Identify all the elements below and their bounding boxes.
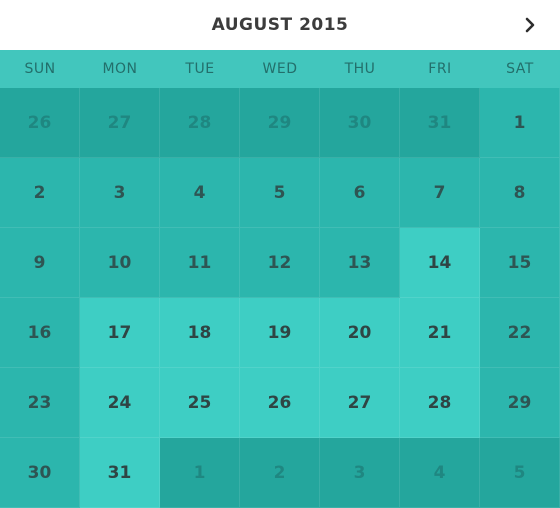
- day-cell-highlighted[interactable]: 24: [80, 368, 160, 438]
- weekday-label: THU: [344, 61, 376, 77]
- day-cell[interactable]: 15: [480, 228, 560, 298]
- weekday-header-row: SUN MON TUE WED THU FRI SAT: [0, 50, 560, 88]
- day-cell[interactable]: 16: [0, 298, 80, 368]
- day-cell[interactable]: 6: [320, 158, 400, 228]
- day-cell[interactable]: 12: [240, 228, 320, 298]
- day-cell[interactable]: 11: [160, 228, 240, 298]
- day-cell-other-month[interactable]: 31: [400, 88, 480, 158]
- weekday-label: WED: [262, 61, 298, 77]
- day-cell[interactable]: 5: [240, 158, 320, 228]
- day-cell-other-month[interactable]: 1: [160, 438, 240, 508]
- next-month-button[interactable]: [518, 13, 542, 37]
- day-cell[interactable]: 22: [480, 298, 560, 368]
- day-cell-highlighted[interactable]: 21: [400, 298, 480, 368]
- day-cell[interactable]: 23: [0, 368, 80, 438]
- weekday-label: SAT: [506, 61, 534, 77]
- day-cell-highlighted[interactable]: 27: [320, 368, 400, 438]
- day-cell-highlighted[interactable]: 26: [240, 368, 320, 438]
- day-cell[interactable]: 7: [400, 158, 480, 228]
- day-cell[interactable]: 8: [480, 158, 560, 228]
- weekday-label: MON: [102, 61, 138, 77]
- day-cell-other-month[interactable]: 30: [320, 88, 400, 158]
- day-cell-highlighted[interactable]: 17: [80, 298, 160, 368]
- day-cell-other-month[interactable]: 28: [160, 88, 240, 158]
- day-cell-highlighted[interactable]: 25: [160, 368, 240, 438]
- day-cell[interactable]: 2: [0, 158, 80, 228]
- chevron-right-icon: [525, 17, 535, 33]
- day-cell[interactable]: 1: [480, 88, 560, 158]
- day-cell-other-month[interactable]: 2: [240, 438, 320, 508]
- day-cell[interactable]: 9: [0, 228, 80, 298]
- day-cell-highlighted[interactable]: 31: [80, 438, 160, 508]
- day-cell-other-month[interactable]: 3: [320, 438, 400, 508]
- day-cell-highlighted[interactable]: 28: [400, 368, 480, 438]
- weekday-label: FRI: [428, 61, 452, 77]
- day-cell-other-month[interactable]: 5: [480, 438, 560, 508]
- day-cell-other-month[interactable]: 26: [0, 88, 80, 158]
- day-cell-highlighted[interactable]: 20: [320, 298, 400, 368]
- day-cell[interactable]: 30: [0, 438, 80, 508]
- weekday-label: SUN: [24, 61, 56, 77]
- month-title: AUGUST 2015: [211, 15, 349, 35]
- day-cell-other-month[interactable]: 4: [400, 438, 480, 508]
- day-cell[interactable]: 3: [80, 158, 160, 228]
- day-cell-other-month[interactable]: 29: [240, 88, 320, 158]
- day-cell-highlighted[interactable]: 14: [400, 228, 480, 298]
- day-cell[interactable]: 10: [80, 228, 160, 298]
- day-cell-other-month[interactable]: 27: [80, 88, 160, 158]
- day-cell-highlighted[interactable]: 18: [160, 298, 240, 368]
- day-grid: 26 27 28 29 30 31 1 2 3 4 5 6 7 8 9 10 11 12 13 14 15 16 17 18 1…: [0, 88, 560, 508]
- day-cell[interactable]: 13: [320, 228, 400, 298]
- day-cell-highlighted[interactable]: 19: [240, 298, 320, 368]
- day-cell[interactable]: 4: [160, 158, 240, 228]
- day-cell[interactable]: 29: [480, 368, 560, 438]
- calendar-header: AUGUST 2015: [0, 0, 560, 50]
- weekday-label: TUE: [185, 61, 215, 77]
